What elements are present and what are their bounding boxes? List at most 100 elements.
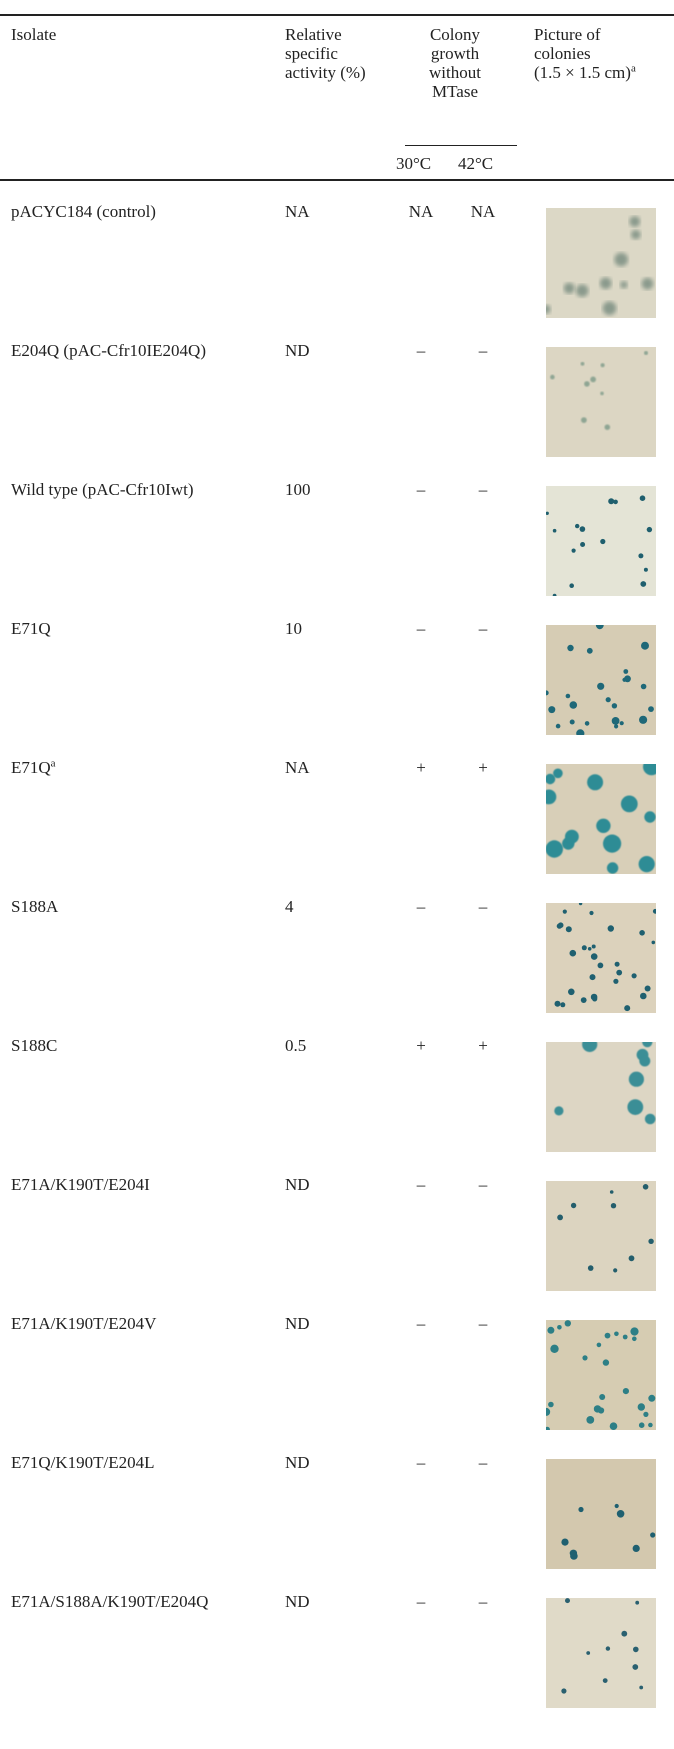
colony [548, 706, 556, 714]
colony [616, 969, 623, 976]
growth-30: – [416, 897, 426, 916]
colony [552, 593, 557, 596]
colony [644, 1113, 656, 1125]
colony [613, 499, 618, 505]
colony [554, 1000, 561, 1007]
colony [587, 1265, 594, 1271]
colony [575, 284, 589, 297]
colony [586, 647, 593, 654]
colony [648, 1394, 656, 1402]
colony [563, 282, 575, 294]
colony [607, 925, 614, 932]
colony [648, 1238, 654, 1244]
colony [596, 1342, 602, 1348]
colony [548, 1401, 554, 1408]
colony [638, 856, 655, 873]
colony [614, 252, 629, 267]
growth-42: – [478, 480, 488, 499]
growth-42: – [478, 1175, 488, 1194]
colony [565, 829, 579, 844]
colony-picture [546, 1320, 656, 1430]
plate [546, 208, 656, 318]
colony [610, 1203, 617, 1209]
colony [596, 818, 611, 833]
colony [582, 1355, 588, 1361]
activity: NA [285, 202, 310, 221]
colony [614, 1331, 619, 1337]
colony [570, 1202, 577, 1209]
colony-picture [546, 347, 656, 457]
header-activity: Relative [285, 25, 342, 44]
plate [546, 903, 656, 1013]
colony [604, 424, 611, 430]
colony [602, 1678, 608, 1683]
colony [575, 523, 580, 529]
colony [644, 985, 651, 992]
plate [546, 1042, 656, 1152]
colony [620, 281, 628, 289]
colony [581, 945, 587, 951]
colony [578, 1506, 584, 1513]
colony [570, 1552, 578, 1560]
growth-42: – [478, 897, 488, 916]
colony [613, 978, 619, 984]
header-picture-sup: a [630, 62, 636, 75]
colony [627, 1099, 644, 1115]
colony [546, 690, 549, 696]
colony [613, 1268, 618, 1273]
plate [546, 347, 656, 457]
isolate: E204Q (pAC-Cfr10IE204Q) [11, 341, 206, 360]
colony [614, 961, 620, 967]
colony [620, 795, 638, 813]
colony [581, 417, 587, 423]
colony [546, 1407, 551, 1416]
colony [639, 495, 646, 501]
header-picture: Picture of [534, 25, 601, 44]
colony [586, 1651, 591, 1655]
colony [651, 940, 656, 945]
colony [546, 511, 549, 515]
colony [546, 1426, 550, 1430]
colony [561, 1538, 569, 1546]
header-growth: MTase [431, 82, 479, 101]
colony [648, 1422, 653, 1428]
colony [608, 498, 615, 505]
colony [592, 996, 598, 1002]
colony [564, 1320, 571, 1327]
isolate: E71A/K190T/E204V [11, 1314, 157, 1333]
colony [624, 1005, 631, 1012]
colony [652, 908, 656, 914]
plate [546, 1181, 656, 1291]
colony [644, 811, 656, 823]
colony [629, 216, 641, 227]
growth-30: NA [408, 202, 434, 221]
growth-30: – [416, 341, 426, 360]
colony [648, 706, 654, 712]
isolate: pACYC184 (control) [11, 202, 156, 221]
header-activity: activity (%) [285, 63, 366, 82]
header-activity: specific [285, 44, 338, 63]
colony [569, 583, 574, 588]
isolate: E71Qa [11, 757, 56, 777]
colony [643, 764, 656, 776]
colony [622, 677, 627, 682]
colony [597, 962, 604, 969]
colony-picture [546, 208, 656, 318]
growth-42: + [478, 1036, 488, 1055]
isolate: S188C [11, 1036, 58, 1055]
colony [582, 1042, 598, 1052]
colony [619, 721, 624, 726]
colony [595, 625, 604, 630]
growth-30: – [416, 1175, 426, 1194]
colony [555, 723, 561, 729]
colony [568, 988, 575, 996]
colony [554, 1106, 564, 1116]
colony [578, 903, 583, 906]
header-growth: without [429, 63, 481, 82]
isolate: E71Q/K190T/E204L [11, 1453, 155, 1472]
colony [590, 953, 598, 960]
activity: ND [285, 1175, 310, 1194]
colony [628, 1255, 635, 1262]
activity: ND [285, 341, 310, 360]
activity: 10 [285, 619, 302, 638]
